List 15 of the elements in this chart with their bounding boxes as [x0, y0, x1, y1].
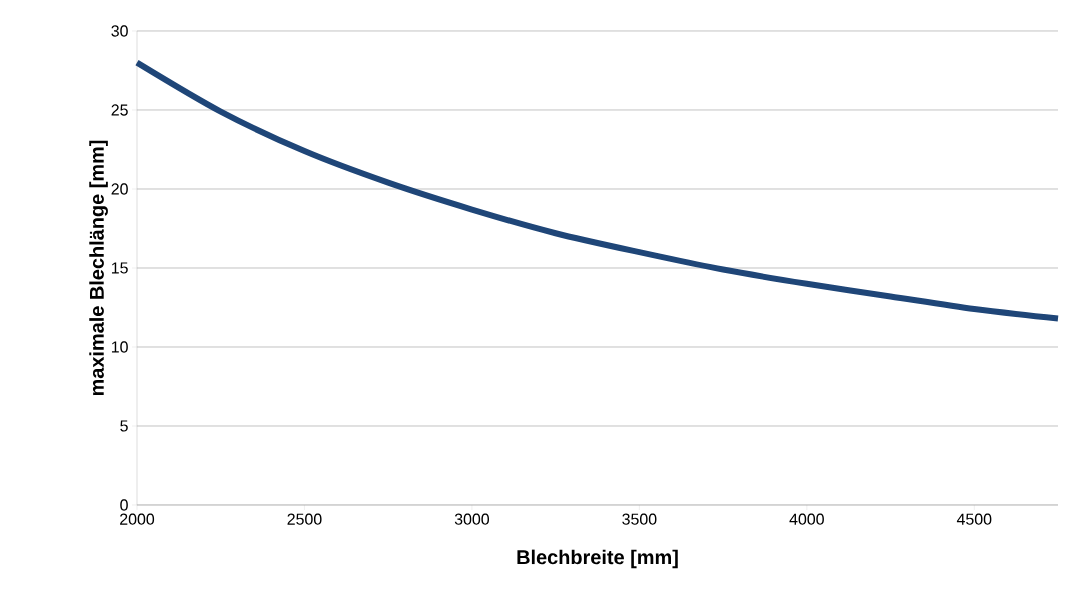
x-tick-label: 3500	[622, 513, 657, 525]
x-tick-label: 2000	[120, 513, 155, 525]
y-axis-title: maximale Blechlänge [mm]	[89, 140, 108, 396]
x-axis-title: Blechbreite [mm]	[517, 549, 678, 569]
x-tick-label: 4500	[956, 513, 992, 525]
y-tick-label: 10	[111, 341, 128, 353]
y-tick-label: 0	[120, 499, 128, 511]
x-tick-label: 3000	[454, 513, 490, 525]
x-tick-label: 4000	[789, 513, 824, 525]
y-tick-label: 5	[120, 420, 128, 432]
y-tick-label: 15	[111, 262, 128, 274]
y-tick-label: 25	[111, 104, 128, 116]
y-tick-label: 20	[111, 183, 128, 195]
x-tick-label: 2500	[287, 513, 322, 525]
y-tick-label: 30	[111, 25, 128, 37]
